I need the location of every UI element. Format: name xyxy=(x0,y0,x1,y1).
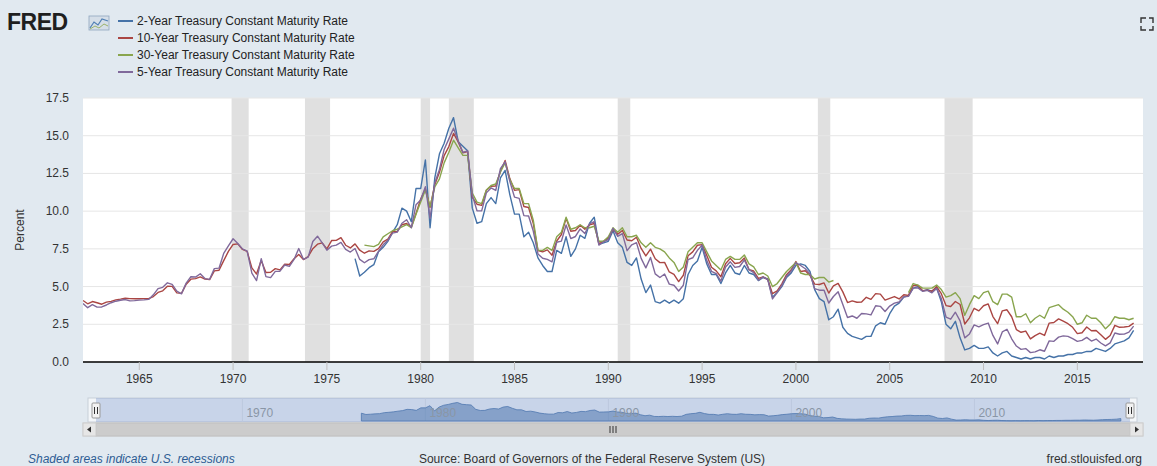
navigator-selection xyxy=(96,398,1130,422)
x-tick xyxy=(1077,362,1078,370)
recession-note[interactable]: Shaded areas indicate U.S. recessions xyxy=(28,452,235,466)
x-tick-label: 1995 xyxy=(689,372,716,386)
logo: FRED xyxy=(7,9,68,35)
source: Source: Board of Governors of the Federa… xyxy=(419,452,765,466)
navigator: 1970 1980 1990 2000 2010 xyxy=(88,398,1137,422)
x-tick xyxy=(514,362,515,370)
x-tick-label: 2000 xyxy=(783,372,810,386)
logo-icon-line xyxy=(90,24,108,29)
grid-line xyxy=(83,286,1143,287)
legend: 2-Year Treasury Constant Maturity Rate 10… xyxy=(118,14,355,79)
legend-label: 30-Year Treasury Constant Maturity Rate xyxy=(137,48,355,62)
scrollbar-grip xyxy=(610,426,616,433)
recession-band xyxy=(305,98,330,362)
x-tick-label: 1965 xyxy=(126,372,153,386)
x-tick xyxy=(608,362,609,370)
scrollbar-left-button[interactable] xyxy=(83,423,96,436)
navigator-handle-box[interactable] xyxy=(1126,403,1134,418)
series-line xyxy=(83,133,1134,339)
chart: FRED 2-Year Treasury Constant Maturity Ra… xyxy=(0,0,1157,466)
navigator-label: 1970 xyxy=(246,406,273,420)
y-tick-label: 0.0 xyxy=(52,355,69,369)
legend-swatch xyxy=(118,71,133,73)
recession-band xyxy=(945,98,973,362)
navigator-label: 1980 xyxy=(429,406,456,420)
scrollbar xyxy=(83,423,1143,436)
recession-band xyxy=(232,98,249,362)
recession-band xyxy=(818,98,830,362)
navigator-label: 2010 xyxy=(978,406,1005,420)
grid-line xyxy=(83,173,1143,174)
y-tick-label: 7.5 xyxy=(52,242,69,256)
recession-band xyxy=(421,98,430,362)
y-tick-label: 12.5 xyxy=(46,166,70,180)
series-group xyxy=(83,118,1134,359)
fullscreen-icon xyxy=(1141,18,1153,30)
navigator-handle-box[interactable] xyxy=(92,403,100,418)
scrollbar-track xyxy=(83,423,1143,436)
url[interactable]: fred.stlouisfed.org xyxy=(1047,452,1142,466)
y-grid xyxy=(83,98,1143,362)
legend-swatch xyxy=(118,37,133,39)
scrollbar-right-arrow[interactable] xyxy=(1135,427,1139,433)
x-tick xyxy=(795,362,796,370)
navigator-handle-grip[interactable] xyxy=(95,407,98,414)
grid-line xyxy=(83,98,1143,99)
x-tick-label: 1990 xyxy=(595,372,622,386)
x-tick xyxy=(889,362,890,370)
y-tick-label: 10.0 xyxy=(46,204,70,218)
logo-icon xyxy=(89,16,109,30)
x-tick xyxy=(702,362,703,370)
navigator-label: 2000 xyxy=(795,406,822,420)
legend-label: 5-Year Treasury Constant Maturity Rate xyxy=(137,65,348,79)
logo-icon-line xyxy=(90,19,108,28)
x-tick-label: 2005 xyxy=(876,372,903,386)
legend-label: 10-Year Treasury Constant Maturity Rate xyxy=(137,31,355,45)
y-axis-label: Percent xyxy=(13,209,27,251)
x-tick-label: 1985 xyxy=(501,372,528,386)
x-tick-label: 1975 xyxy=(314,372,341,386)
y-tick-label: 17.5 xyxy=(46,91,70,105)
series-line xyxy=(83,128,1134,352)
plot-area xyxy=(83,98,1143,362)
y-tick-label: 2.5 xyxy=(52,317,69,331)
fullscreen-button[interactable] xyxy=(1141,18,1153,30)
y-tick-label: 5.0 xyxy=(52,280,69,294)
navigator-handle-grip[interactable] xyxy=(1129,407,1132,414)
x-tick xyxy=(326,362,327,370)
x-tick-label: 1980 xyxy=(407,372,434,386)
background xyxy=(0,0,1157,466)
recessions xyxy=(232,98,973,362)
legend-swatch xyxy=(118,54,133,56)
series-line xyxy=(355,118,1134,359)
scrollbar-thumb[interactable] xyxy=(96,423,1130,436)
navigator-handle[interactable] xyxy=(1126,403,1134,418)
x-tick xyxy=(420,362,421,370)
scrollbar-left-arrow[interactable] xyxy=(87,427,91,433)
y-tick-label: 15.0 xyxy=(46,129,70,143)
navigator-handle[interactable] xyxy=(92,403,100,418)
series-line xyxy=(364,140,1133,329)
legend-label: 2-Year Treasury Constant Maturity Rate xyxy=(137,14,348,28)
navigator-frame xyxy=(88,398,1137,422)
navigator-label: 1990 xyxy=(612,406,639,420)
x-tick xyxy=(233,362,234,370)
logo-icon-box xyxy=(89,16,109,30)
x-tick xyxy=(139,362,140,370)
scrollbar-right-button[interactable] xyxy=(1130,423,1143,436)
grid-line xyxy=(83,211,1143,212)
x-tick-label: 2015 xyxy=(1064,372,1091,386)
x-tick xyxy=(983,362,984,370)
x-tick-label: 1970 xyxy=(220,372,247,386)
legend-swatch xyxy=(118,20,133,22)
grid-line xyxy=(83,135,1143,136)
x-tick-label: 2010 xyxy=(970,372,997,386)
